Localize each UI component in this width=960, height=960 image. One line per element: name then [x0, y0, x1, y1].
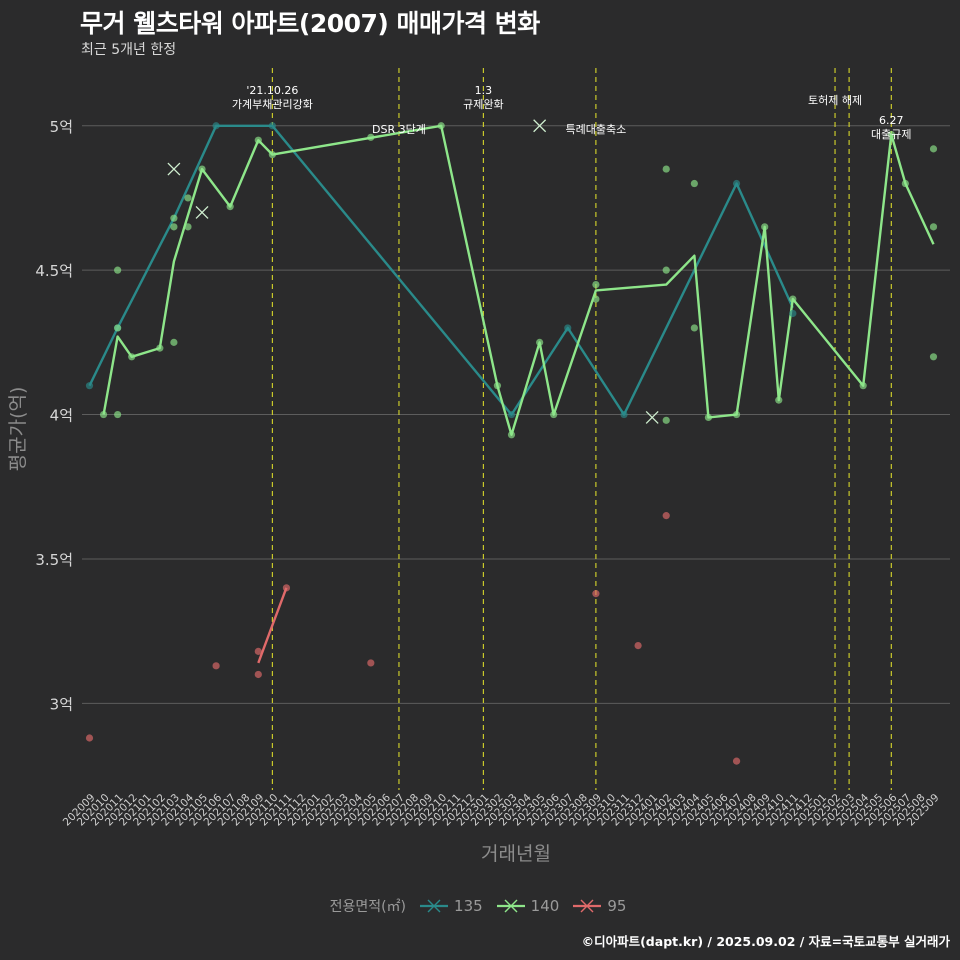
- data-point-140: [901, 179, 909, 188]
- data-point-135: [564, 324, 572, 332]
- data-point-140: [170, 223, 178, 231]
- data-point-140: [114, 266, 122, 274]
- data-point-95: [282, 584, 291, 592]
- data-point-95: [85, 734, 94, 742]
- y-tick-label: 4.5억: [35, 262, 73, 280]
- y-tick-label: 3억: [50, 695, 73, 713]
- data-point-95: [212, 662, 220, 670]
- data-point-135: [732, 179, 741, 188]
- y-tick-label: 4억: [50, 407, 73, 425]
- legend-label: 95: [607, 897, 627, 915]
- cancelled-trade-140: [195, 205, 209, 219]
- data-point-140: [367, 133, 375, 141]
- event-label: 1.3: [475, 84, 493, 97]
- data-point-140: [789, 295, 797, 303]
- event-label: '21.10.26: [246, 84, 298, 97]
- data-point-140: [887, 130, 895, 139]
- data-point-140: [254, 136, 262, 144]
- legend-key: [420, 899, 449, 913]
- cancelled-trade-140: [533, 119, 547, 133]
- data-point-140: [99, 410, 108, 419]
- legend-label: 140: [530, 897, 560, 915]
- chart-title: 무거 웰츠타워 아파트(2007) 매매가격 변화: [80, 9, 540, 38]
- data-point-140: [690, 179, 698, 188]
- data-point-140: [268, 151, 276, 159]
- data-point-95: [367, 659, 375, 667]
- data-point-140: [114, 410, 122, 419]
- source-caption: ©디아파트(dapt.kr) / 2025.09.02 / 자료=국토교통부 실…: [581, 934, 950, 949]
- data-point-140: [662, 266, 670, 274]
- data-point-140: [929, 223, 938, 231]
- data-point-140: [929, 353, 938, 361]
- series-line-135: [88, 124, 794, 416]
- data-point-140: [184, 194, 192, 202]
- data-point-95: [254, 647, 262, 655]
- data-point-135: [212, 122, 220, 130]
- data-point-140: [690, 324, 698, 332]
- legend-label: 135: [454, 897, 483, 915]
- data-point-140: [775, 396, 783, 404]
- event-label: 규제완화: [463, 98, 503, 111]
- data-point-140: [761, 223, 769, 231]
- y-tick-label: 3.5억: [35, 551, 73, 569]
- data-point-140: [226, 203, 234, 211]
- data-point-140: [128, 353, 136, 361]
- data-point-140: [198, 165, 206, 173]
- data-point-95: [592, 590, 600, 598]
- data-point-140: [859, 382, 867, 390]
- cancelled-trade-140: [645, 410, 659, 424]
- legend-item-135: 135: [416, 895, 487, 917]
- data-point-140: [550, 410, 558, 419]
- legend-key: [573, 899, 602, 913]
- data-point-140: [184, 223, 192, 231]
- data-point-135: [507, 410, 516, 419]
- data-point-140: [507, 431, 516, 439]
- data-point-95: [634, 642, 642, 650]
- chart-subtitle: 최근 5개년 한정: [81, 42, 177, 58]
- data-point-140: [156, 344, 164, 352]
- data-point-140: [929, 145, 938, 153]
- data-point-140: [437, 122, 445, 130]
- data-point-135: [85, 382, 94, 390]
- data-point-140: [704, 413, 713, 422]
- data-point-140: [662, 165, 670, 173]
- cancel-mark: [167, 162, 181, 176]
- data-point-95: [732, 757, 741, 765]
- y-tick-label: 5억: [50, 118, 73, 136]
- data-point-135: [789, 309, 797, 318]
- legend-key: [496, 899, 525, 913]
- cancel-mark: [195, 205, 209, 219]
- data-point-140: [732, 410, 741, 419]
- event-label: DSR 3단계: [372, 123, 426, 136]
- data-point-140: [662, 416, 670, 424]
- y-axis-title: 평균가(억): [7, 387, 29, 472]
- data-point-140: [536, 338, 544, 346]
- data-point-135: [268, 122, 276, 130]
- legend: 전용면적(㎡) 135 140 95: [0, 895, 960, 917]
- event-label: 6.27: [879, 114, 904, 127]
- event-label: 가계부채관리강화: [232, 98, 313, 111]
- x-axis-title: 거래년월: [481, 843, 551, 865]
- legend-item-95: 95: [569, 895, 630, 917]
- legend-item-140: 140: [493, 895, 564, 917]
- data-point-95: [662, 512, 670, 520]
- data-point-95: [254, 670, 262, 679]
- event-label: 특례대출축소: [566, 123, 627, 136]
- cancelled-trade-140: [167, 162, 181, 176]
- data-point-140: [592, 295, 600, 303]
- data-point-135: [620, 410, 628, 419]
- data-point-140: [170, 338, 178, 346]
- cancel-mark: [645, 410, 659, 424]
- series-line-140: [102, 124, 935, 436]
- data-point-140: [170, 214, 178, 222]
- series-line-95: [257, 587, 288, 664]
- data-point-140: [592, 281, 600, 289]
- legend-title: 전용면적(㎡): [329, 899, 407, 915]
- data-point-140: [114, 324, 122, 332]
- event-label: 토허제 해제: [808, 93, 862, 107]
- event-label: 대출규제: [871, 128, 911, 141]
- data-point-140: [493, 382, 502, 390]
- cancel-mark: [533, 119, 547, 133]
